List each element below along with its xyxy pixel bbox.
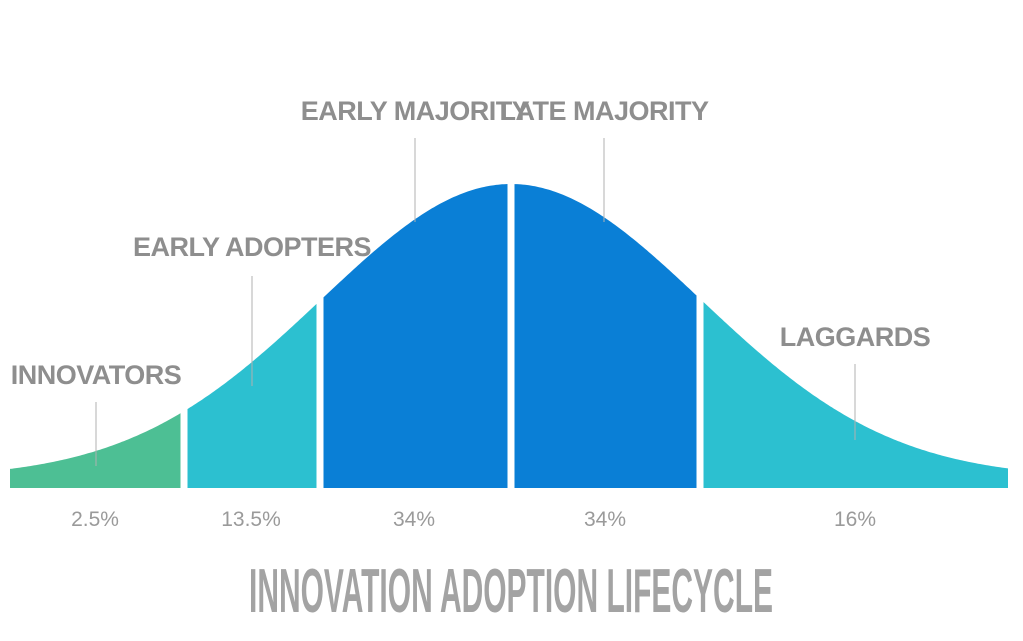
segment-percent-late-majority: 34% (584, 508, 626, 531)
curve-segment-innovators (10, 411, 184, 488)
segment-percent-early-majority: 34% (393, 508, 435, 531)
curve-segment-early-adopters (184, 300, 320, 488)
segment-label-early-majority: EARLY MAJORITY (301, 96, 530, 126)
segment-label-innovators: INNOVATORS (11, 360, 182, 390)
segment-percent-laggards: 16% (834, 508, 876, 531)
curve-segments (10, 178, 1008, 489)
leader-lines (95, 138, 856, 466)
curve-segment-laggards (700, 298, 1008, 488)
segment-label-laggards: LAGGARDS (780, 322, 931, 352)
segment-percent-innovators: 2.5% (71, 508, 119, 531)
segment-label-early-adopters: EARLY ADOPTERS (133, 232, 371, 262)
curve-segment-early-majority (320, 184, 511, 488)
segment-label-late-majority: LATE MAJORITY (500, 96, 709, 126)
segment-percent-early-adopters: 13.5% (221, 508, 281, 531)
diagram-title: INNOVATION ADOPTION LIFECYCLE (249, 557, 773, 626)
curve-segment-late-majority (511, 184, 700, 488)
